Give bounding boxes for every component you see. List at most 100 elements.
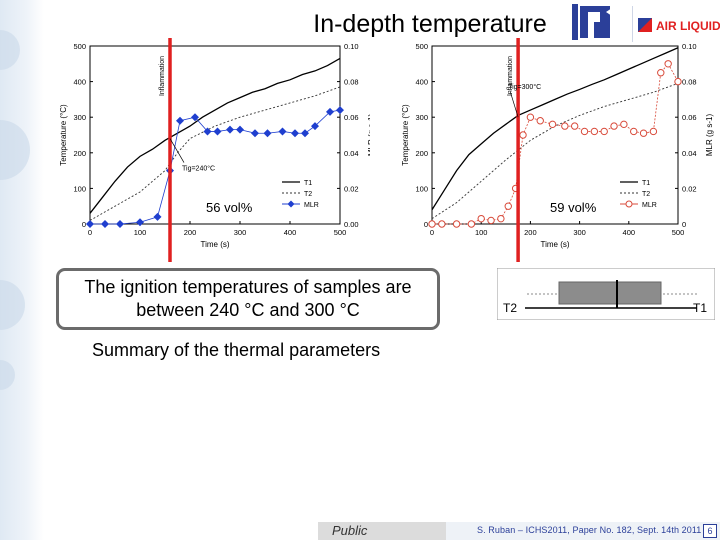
plot-frame (431, 45, 679, 225)
x-tick-label: 200 (184, 228, 197, 237)
mlr-point (86, 220, 94, 228)
y-right-tick-label: 0.04 (682, 149, 697, 158)
air-liquide-logo-text: AIR LIQUIDE (656, 19, 720, 33)
mlr-point (600, 127, 608, 136)
legend-label: T2 (304, 191, 312, 198)
x-axis-label: Time (s) (540, 240, 569, 249)
mlr-point (630, 127, 638, 136)
x-tick-label: 100 (134, 228, 147, 237)
mlr-point (452, 220, 461, 228)
decor-bubble (0, 360, 15, 390)
mlr-point (203, 127, 212, 136)
y-right-tick-label: 0.06 (682, 113, 697, 122)
x-tick-label: 400 (284, 228, 297, 237)
y-right-tick-label: 0.02 (344, 184, 359, 193)
legend-marker (287, 200, 295, 208)
mlr-point (487, 216, 495, 225)
ignition-temperature-annotation: Tig=240°C (182, 165, 215, 173)
mlr-point (153, 212, 162, 221)
mlr-point (570, 122, 579, 130)
legend-label: MLR (304, 202, 319, 209)
y-tick-label: 100 (73, 184, 86, 193)
institut-p-logo (572, 4, 612, 40)
decor-bubble (0, 280, 25, 330)
sample-schematic: T2 T1 (497, 268, 715, 320)
mlr-point (467, 220, 476, 228)
mlr-point (326, 107, 334, 116)
x-tick-label: 100 (475, 228, 488, 237)
inflammation-annotation: Inflammation (507, 56, 514, 96)
air-liquide-logo: AIR LIQUIDE (632, 6, 720, 42)
mlr-point (251, 129, 259, 138)
x-tick-label: 500 (672, 228, 685, 237)
decor-bubble (0, 30, 20, 70)
x-axis-label: Time (s) (200, 240, 229, 249)
decor-bubble (0, 120, 30, 180)
mlr-point (504, 202, 512, 210)
panel-vol-label: 56 vol% (206, 200, 253, 215)
schematic-label-t1: T1 (693, 301, 707, 315)
ignition-callout: The ignition temperatures of samples are… (56, 268, 440, 330)
mlr-point (301, 129, 309, 138)
y-right-tick-label: 0.08 (344, 78, 359, 87)
page-number: 6 (703, 524, 717, 538)
y-right-tick-label: 0.04 (344, 149, 359, 158)
legend-label: T2 (642, 191, 650, 198)
mlr-point (136, 218, 144, 227)
footer-bar (446, 522, 720, 540)
schematic-label-t2: T2 (503, 301, 517, 315)
y-tick-label: 300 (415, 113, 428, 122)
x-tick-label: 200 (524, 228, 537, 237)
panel-vol-label: 59 vol% (550, 200, 597, 215)
mlr-point (336, 106, 344, 115)
temperature-chart-59vol: 0 100 200 300 400 500010020030040050000.020.0… (401, 38, 714, 262)
x-tick-label: 0 (88, 228, 92, 237)
mlr-point (657, 69, 665, 77)
x-tick-label: 400 (623, 228, 636, 237)
y-right-tick-label: 0.10 (344, 42, 359, 51)
mlr-point (497, 214, 505, 223)
public-label: Public (318, 522, 446, 540)
mlr-point (610, 122, 618, 130)
series-line-t2 (89, 86, 341, 221)
legend-marker (625, 200, 633, 208)
x-tick-label: 500 (334, 228, 347, 237)
y-tick-label: 500 (73, 42, 86, 51)
y-tick-label: 500 (415, 42, 428, 51)
mlr-point (291, 129, 299, 138)
y-tick-label: 400 (415, 78, 428, 87)
mlr-point (664, 60, 672, 68)
mlr-point (536, 117, 544, 125)
temperature-chart-56vol: 0 100 200 300 400 50001002003004005000.000.02… (59, 38, 370, 262)
side-decoration (0, 0, 44, 540)
inflammation-annotation: Inflammation (159, 56, 166, 96)
series-line-t2 (431, 82, 679, 220)
x-tick-label: 0 (430, 228, 434, 237)
mlr-point (639, 129, 648, 137)
legend-label: T1 (304, 180, 312, 187)
schematic-sample-block (558, 281, 662, 305)
mlr-point (176, 116, 184, 125)
series-line-t1 (89, 57, 341, 214)
series-line-t1 (431, 47, 679, 211)
ignition-pointer (509, 91, 519, 118)
y-tick-label: 100 (415, 184, 428, 193)
mlr-point (519, 131, 527, 139)
plot-frame (89, 45, 341, 225)
y-right-tick-label: 0.06 (344, 113, 359, 122)
mlr-point (278, 127, 287, 136)
y-tick-label: 0 (424, 220, 428, 229)
mlr-point (311, 122, 319, 131)
y-right-tick-label: 0 (682, 220, 686, 229)
mlr-point (213, 127, 222, 136)
legend-label: T1 (642, 180, 650, 187)
mlr-point (580, 127, 589, 136)
y-right-tick-label: 0.10 (682, 42, 697, 51)
mlr-point (561, 122, 569, 130)
y-right-tick-label: 0.02 (682, 184, 697, 193)
y-axis-label: Temperature (°C) (401, 104, 410, 166)
x-tick-label: 300 (573, 228, 586, 237)
y-tick-label: 400 (73, 78, 86, 87)
y-right-axis-label: MLR (g s-1) (367, 114, 370, 157)
x-tick-label: 300 (234, 228, 247, 237)
